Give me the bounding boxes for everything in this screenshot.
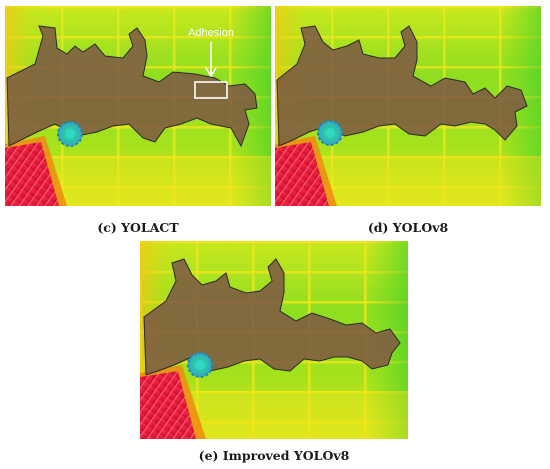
hot-region-red [140,371,196,439]
gear-object-c [57,121,83,147]
thermal-image-c: Adhesion [5,6,271,206]
caption-e: (e) Improved YOLOv8 [198,448,350,463]
hot-region-red [275,142,329,206]
gear-object-d [317,120,343,146]
thermal-image-e [140,241,408,439]
thermal-image-d [275,6,541,206]
adhesion-box [194,81,228,99]
caption-d: (d) YOLOv8 [367,220,449,235]
hot-region-red [5,142,59,206]
panel-c-yolact: Adhesion [5,6,271,206]
segmentation-mask-d [276,25,528,147]
panel-e-improved-yolov8 [140,241,408,439]
adhesion-label: Adhesion [188,27,234,39]
caption-c: (c) YOLACT [97,220,179,235]
segmentation-mask-e [143,258,401,376]
gear-object-e [187,352,213,378]
segmentation-mask-c [6,25,258,148]
panel-d-yolov8 [275,6,541,206]
